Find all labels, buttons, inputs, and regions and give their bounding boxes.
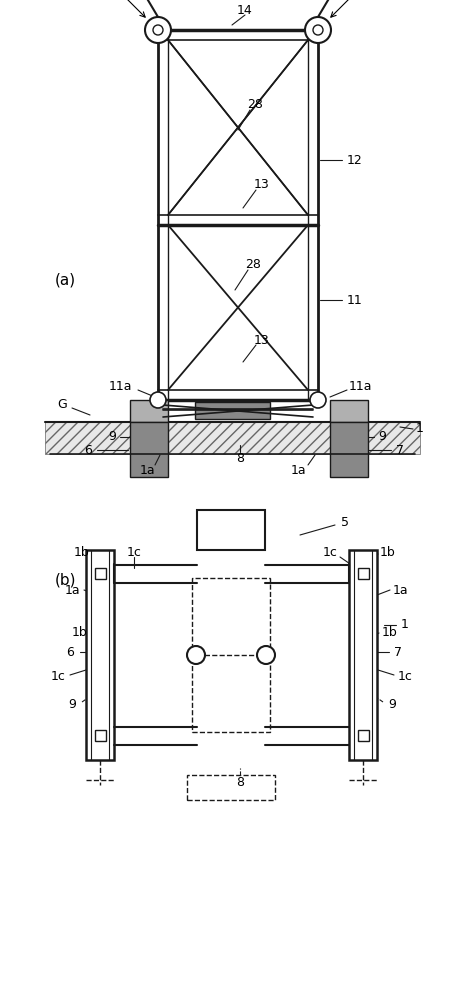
Text: 11a: 11a	[108, 379, 132, 392]
Text: 1a: 1a	[139, 464, 155, 477]
Circle shape	[153, 25, 163, 35]
Bar	[349, 550, 377, 760]
Text: 16: 16	[331, 0, 381, 17]
Bar	[195, 402, 270, 419]
Text: 13: 13	[254, 178, 270, 192]
Text: 1b: 1b	[72, 626, 88, 639]
Text: 6: 6	[84, 444, 92, 456]
Circle shape	[145, 17, 171, 43]
Bar	[187, 775, 275, 800]
Bar	[45, 422, 420, 454]
Text: 28: 28	[247, 99, 263, 111]
Text: 1a: 1a	[392, 584, 408, 596]
Text: 8: 8	[236, 452, 244, 464]
Text: 15: 15	[95, 0, 145, 17]
Circle shape	[313, 25, 323, 35]
Text: 11a: 11a	[348, 379, 372, 392]
Text: 12: 12	[347, 153, 363, 166]
Bar	[130, 422, 168, 477]
Bar	[95, 730, 106, 741]
Text: 5: 5	[341, 516, 349, 528]
Text: 1b: 1b	[380, 546, 396, 558]
Circle shape	[257, 646, 275, 664]
Bar	[330, 400, 368, 422]
Bar	[95, 568, 106, 579]
Bar	[358, 568, 369, 579]
Text: 14: 14	[237, 3, 253, 16]
Text: 1: 1	[416, 422, 424, 434]
Text: 1a: 1a	[64, 584, 80, 596]
Text: 1b: 1b	[74, 546, 90, 558]
Text: 6: 6	[66, 646, 74, 658]
Text: G: G	[57, 398, 67, 412]
Bar	[330, 422, 368, 477]
Text: 1c: 1c	[50, 670, 65, 684]
Text: 1c: 1c	[398, 670, 413, 684]
Text: 1a: 1a	[290, 464, 306, 477]
Circle shape	[150, 392, 166, 408]
Text: (a): (a)	[55, 272, 76, 288]
Text: 1: 1	[401, 618, 409, 632]
Text: 9: 9	[108, 430, 116, 444]
Bar	[197, 510, 265, 550]
Text: (b): (b)	[55, 572, 76, 587]
Text: 9: 9	[378, 430, 386, 444]
Circle shape	[187, 646, 205, 664]
Circle shape	[305, 17, 331, 43]
Text: 9: 9	[68, 698, 76, 712]
Bar	[86, 550, 114, 760]
Text: 1c: 1c	[126, 546, 141, 558]
Bar	[130, 400, 168, 422]
Text: 13: 13	[254, 334, 270, 347]
Text: 7: 7	[394, 646, 402, 658]
Text: 7: 7	[396, 444, 404, 456]
Bar	[192, 578, 270, 732]
Text: 8: 8	[236, 776, 244, 788]
Text: 9: 9	[388, 698, 396, 712]
Bar	[358, 730, 369, 741]
Text: 11: 11	[347, 294, 363, 306]
Text: 28: 28	[245, 258, 261, 271]
Text: 1b: 1b	[382, 626, 398, 639]
Text: 1c: 1c	[323, 546, 338, 558]
Circle shape	[310, 392, 326, 408]
